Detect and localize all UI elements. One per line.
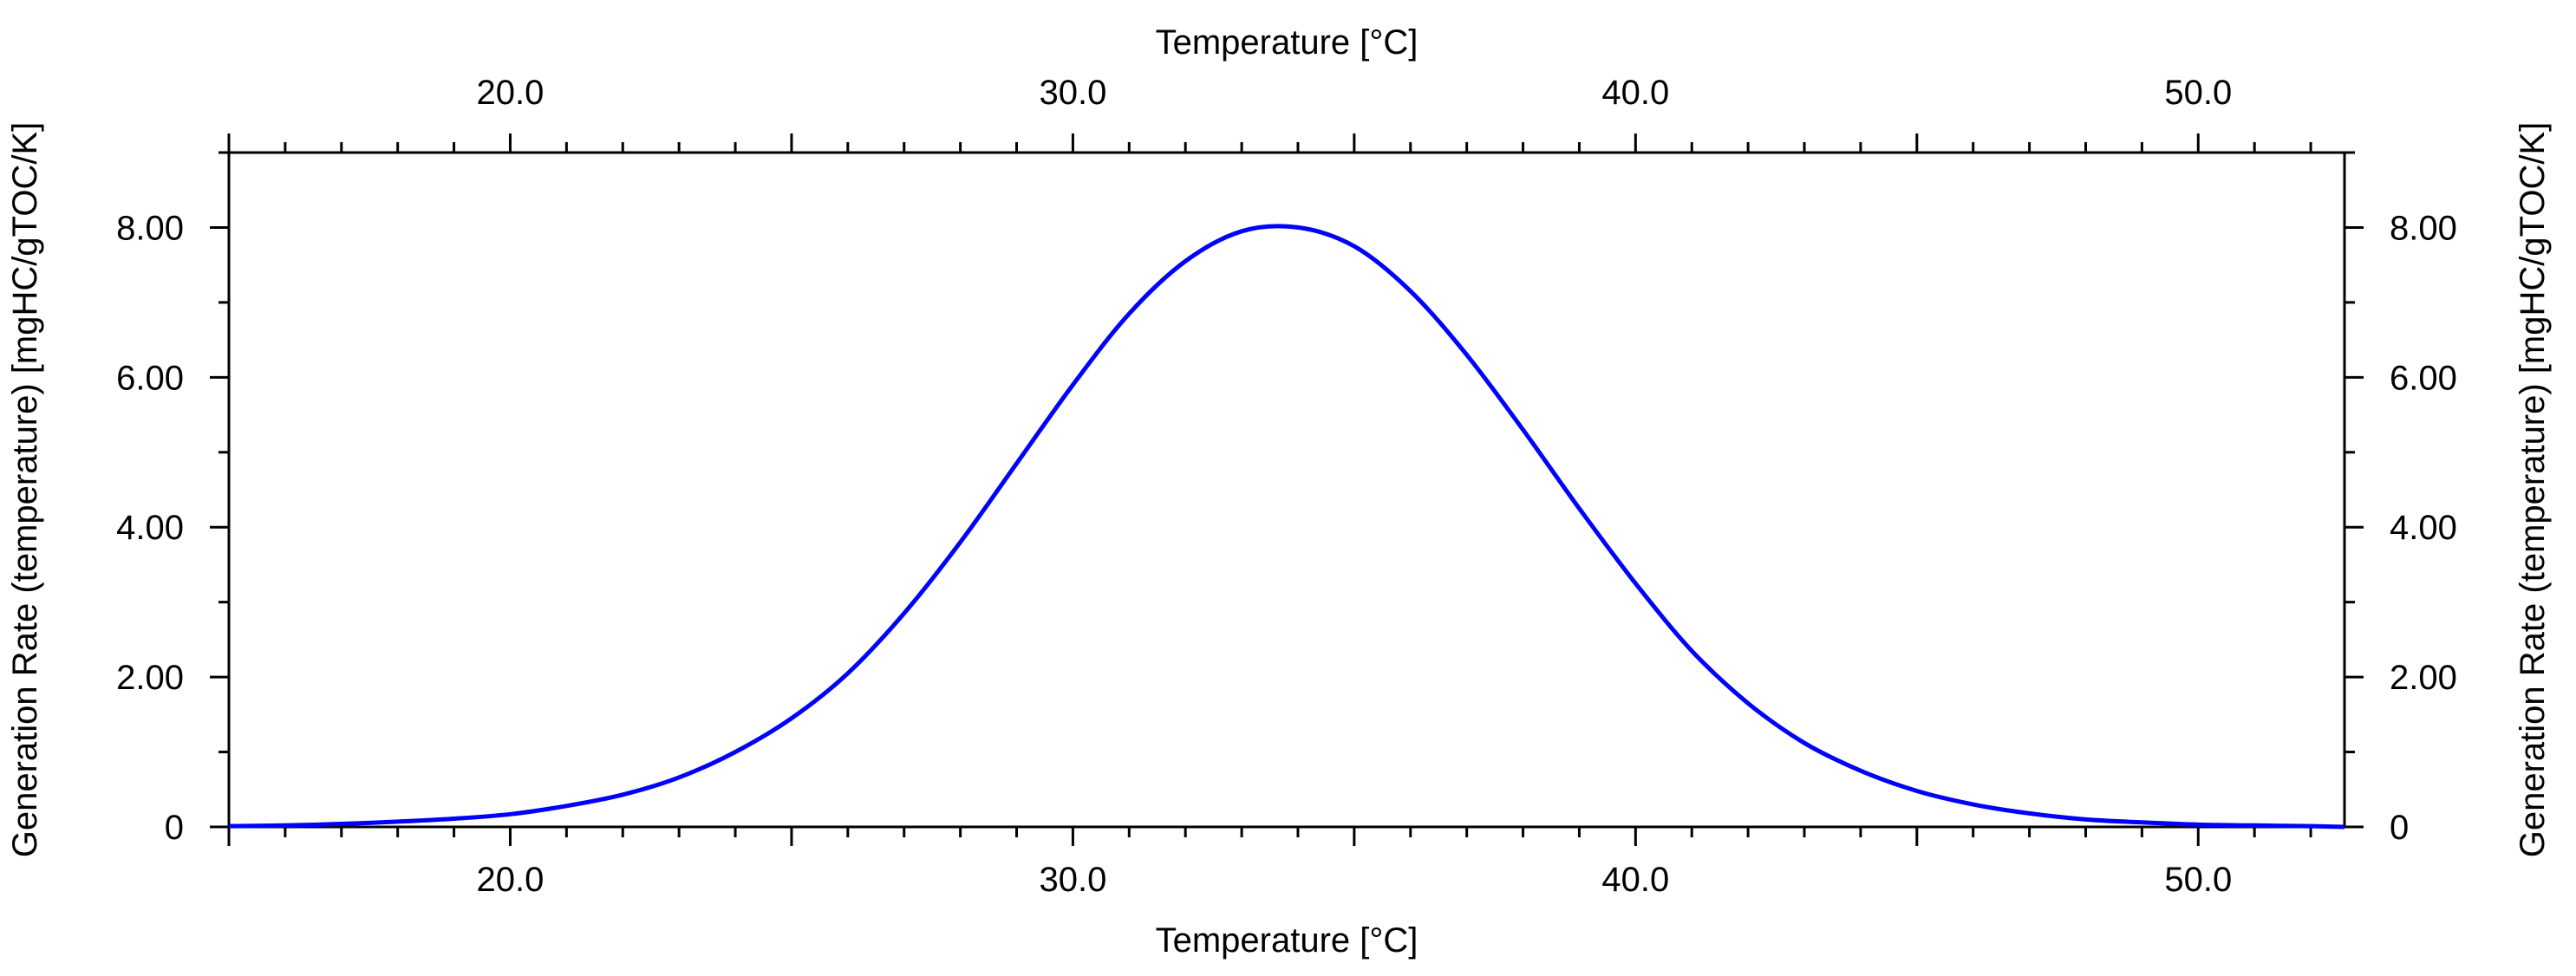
- x-tick-label-top: 30.0: [1039, 74, 1106, 112]
- x-tick-label-top: 50.0: [2164, 74, 2232, 112]
- y-axis-title-right: Generation Rate (temperature) [mgHC/gTOC…: [2514, 122, 2552, 857]
- y-tick-label-left: 4.00: [116, 509, 184, 547]
- x-tick-label-bottom: 20.0: [477, 861, 545, 899]
- plot-area: [227, 151, 2346, 829]
- generation-rate-curve: [228, 224, 2345, 830]
- x-tick-label-top: 20.0: [477, 74, 545, 112]
- x-axis-title-top: Temperature [°C]: [1156, 23, 1418, 62]
- y-tick-label-left: 0: [165, 809, 184, 847]
- y-tick-label-right: 0: [2390, 809, 2409, 847]
- y-tick-label-left: 8.00: [116, 209, 184, 247]
- x-axis-title-bottom: Temperature [°C]: [1156, 921, 1418, 960]
- y-tick-label-left: 6.00: [116, 359, 184, 397]
- y-tick-label-right: 4.00: [2390, 509, 2457, 547]
- x-tick-label-bottom: 40.0: [1601, 861, 1669, 899]
- y-tick-label-right: 6.00: [2390, 359, 2457, 397]
- x-tick-label-top: 40.0: [1601, 74, 1669, 112]
- y-axis-title-left: Generation Rate (temperature) [mgHC/gTOC…: [6, 122, 44, 857]
- axis-tick-labels: 20.0 20.0 30.0 30.0 40.0 40.0 50.0 50.0 0 0 2.00 2.…: [116, 74, 2457, 899]
- axis-ticks: [210, 133, 2364, 846]
- y-tick-label-left: 2.00: [116, 659, 184, 697]
- x-tick-label-bottom: 50.0: [2164, 861, 2232, 899]
- x-tick-label-bottom: 30.0: [1039, 861, 1106, 899]
- y-tick-label-right: 8.00: [2390, 209, 2457, 247]
- y-tick-label-right: 2.00: [2390, 659, 2457, 697]
